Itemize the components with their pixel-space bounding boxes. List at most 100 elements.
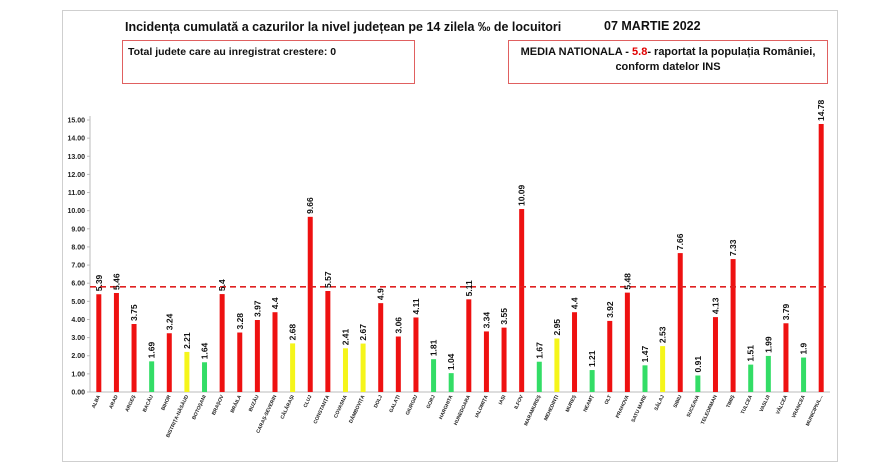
- x-tick-label: ALBA: [91, 394, 102, 409]
- x-tick-label: MUNICIPIUL...: [805, 394, 825, 427]
- value-labels: 5.39 5.46 3.75 1.69 3.24 2.21 1.64 5.4 3.28 3.97 4…: [94, 99, 826, 372]
- bar: [607, 320, 613, 392]
- report-date: 07 MARTIE 2022: [604, 19, 701, 33]
- value-label: 3.06: [393, 317, 403, 334]
- value-label: 1.64: [200, 342, 210, 359]
- value-label: 1.51: [746, 345, 756, 362]
- chart-frame: [62, 10, 838, 462]
- bar: [395, 336, 401, 392]
- x-tick-label: NEAMȚ: [583, 394, 596, 413]
- y-axis: 0.00 1.00 2.00 3.00 4.00 5.00 6.00 7.00 8.00 9.00…: [67, 116, 830, 397]
- value-label: 3.24: [164, 313, 174, 330]
- x-tick-label: SĂLAJ: [653, 394, 666, 412]
- bar: [730, 259, 736, 392]
- bar: [307, 216, 313, 392]
- y-tick-label: 7.00: [71, 263, 85, 270]
- x-tick-label: BIHOR: [160, 394, 172, 411]
- y-tick-label: 13.00: [67, 154, 85, 161]
- bar: [783, 323, 789, 392]
- value-label: 4.4: [270, 297, 280, 309]
- value-label: 7.33: [728, 239, 738, 256]
- value-label: 2.21: [182, 332, 192, 349]
- x-tick-label: ILFOV: [513, 394, 525, 410]
- bar: [466, 299, 472, 392]
- x-tick-label: MUREȘ: [565, 394, 578, 414]
- value-label: 2.53: [658, 326, 668, 343]
- bar: [695, 375, 701, 392]
- bar: [483, 331, 489, 392]
- bar: [536, 361, 542, 392]
- value-label: 3.75: [129, 304, 139, 321]
- x-tick-label: BOTOȘANI: [191, 394, 208, 421]
- y-tick-label: 8.00: [71, 244, 85, 251]
- national-average-suffix: - raportat la populația României,: [647, 46, 816, 58]
- y-tick-label: 2.00: [71, 353, 85, 360]
- value-label: 2.41: [340, 328, 350, 345]
- value-label: 3.28: [235, 313, 245, 330]
- bar: [290, 343, 296, 392]
- bar: [624, 292, 630, 392]
- x-tick-label: MARAMUREȘ: [523, 394, 543, 427]
- bar: [748, 364, 754, 392]
- bars: [96, 123, 824, 393]
- national-average-box: MEDIA NATIONALA - 5.8- raportat la popul…: [508, 40, 828, 84]
- x-tick-label: SUCEAVA: [686, 394, 702, 418]
- value-label: 3.97: [252, 300, 262, 317]
- bar: [360, 343, 366, 392]
- x-tick-label: CĂLĂRAȘI: [279, 393, 297, 420]
- value-label: 1.04: [446, 353, 456, 370]
- bar: [113, 292, 119, 392]
- value-label: 7.66: [675, 233, 685, 250]
- value-label: 5.4: [217, 279, 227, 291]
- bar: [712, 317, 718, 392]
- x-tick-label: BRAȘOV: [211, 394, 226, 417]
- bar: [818, 123, 824, 393]
- value-label: 5.48: [622, 273, 632, 290]
- value-label: 1.69: [147, 342, 157, 359]
- value-label: 2.95: [552, 319, 562, 336]
- y-tick-label: 0.00: [71, 390, 85, 397]
- value-label: 3.55: [499, 308, 509, 325]
- value-label: 5.39: [94, 274, 104, 291]
- y-tick-label: 14.00: [67, 136, 85, 143]
- x-tick-label: GIURGIU: [405, 394, 420, 416]
- national-average-line2: conform datelor INS: [615, 61, 721, 73]
- value-label: 0.91: [693, 356, 703, 373]
- bar: [184, 351, 190, 392]
- x-tick-label: GORJ: [425, 394, 437, 410]
- x-tick-label: VÂLCEA: [774, 394, 789, 416]
- x-tick-label: TIMIȘ: [725, 394, 736, 409]
- value-label: 3.79: [781, 303, 791, 320]
- bar: [272, 312, 278, 392]
- x-tick-label: HUNEDOARA: [453, 394, 472, 426]
- y-tick-label: 9.00: [71, 226, 85, 233]
- x-tick-label: TULCEA: [740, 394, 754, 415]
- x-tick-label: OLT: [604, 394, 614, 405]
- x-tick-label: CONSTANȚA: [313, 394, 332, 425]
- value-label: 9.66: [305, 197, 315, 214]
- bar: [431, 359, 437, 392]
- y-tick-label: 6.00: [71, 281, 85, 288]
- x-tick-label: VRANCEA: [791, 394, 807, 419]
- national-average-line1: MEDIA NATIONALA - 5.8- raportat la popul…: [509, 45, 827, 60]
- value-label: 4.13: [710, 297, 720, 314]
- national-average-prefix: MEDIA NATIONALA -: [520, 46, 633, 58]
- bar: [572, 312, 578, 392]
- growth-summary-text: Total judete care au inregistrat crester…: [128, 46, 337, 58]
- y-tick-label: 12.00: [67, 172, 85, 179]
- x-tick-label: BACĂU: [141, 394, 155, 414]
- x-tick-label: VASLUI: [759, 394, 772, 413]
- x-tick-label: MEHEDINȚI: [543, 394, 560, 422]
- y-tick-label: 11.00: [68, 190, 85, 197]
- x-tick-label: DÂMBOVIȚA: [347, 394, 366, 425]
- value-label: 3.92: [605, 301, 615, 318]
- bar: [589, 370, 595, 392]
- x-tick-label: BUZĂU: [247, 394, 261, 413]
- bar: [378, 303, 384, 392]
- bar: [202, 362, 208, 392]
- x-tick-label: BRĂILA: [229, 394, 243, 414]
- bar: [325, 290, 331, 392]
- y-tick-label: 4.00: [71, 317, 85, 324]
- x-tick-label: ARGEȘ: [124, 394, 137, 413]
